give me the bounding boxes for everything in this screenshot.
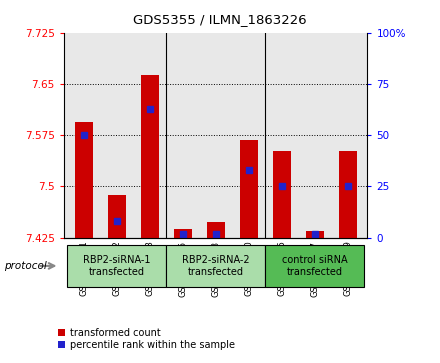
Text: GDS5355 / ILMN_1863226: GDS5355 / ILMN_1863226	[133, 13, 307, 26]
Legend: transformed count, percentile rank within the sample: transformed count, percentile rank withi…	[58, 328, 235, 350]
Bar	[206, 222, 225, 238]
Bar	[239, 140, 258, 238]
Bar	[107, 195, 126, 238]
Bar	[272, 151, 291, 238]
Bar	[173, 229, 192, 238]
Text: RBP2-siRNA-1
transfected: RBP2-siRNA-1 transfected	[83, 255, 150, 277]
Bar	[305, 231, 324, 238]
Text: RBP2-siRNA-2
transfected: RBP2-siRNA-2 transfected	[182, 255, 249, 277]
Bar	[338, 151, 357, 238]
Bar	[74, 122, 93, 238]
Text: control siRNA
transfected: control siRNA transfected	[282, 255, 348, 277]
Text: protocol: protocol	[4, 261, 47, 271]
Bar	[140, 75, 159, 238]
